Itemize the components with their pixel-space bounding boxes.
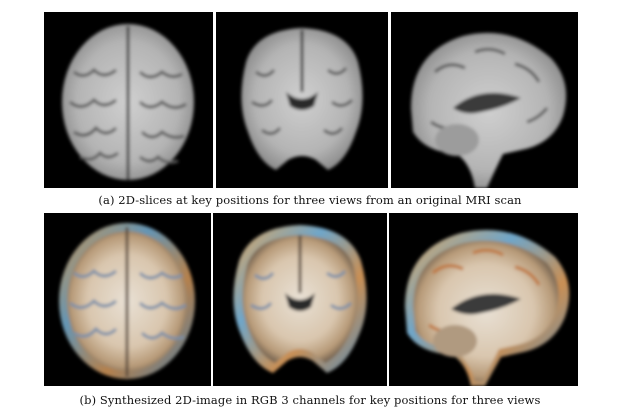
rgb-coronal-image (213, 213, 387, 386)
caption-a: (a) 2D-slices at key positions for three… (98, 193, 522, 207)
mri-sagittal-slice (391, 12, 578, 188)
caption-b: (b) Synthesized 2D-image in RGB 3 channe… (79, 393, 541, 407)
mri-coronal-slice (216, 12, 388, 188)
rgb-axial-image (44, 213, 211, 386)
rgb-sagittal-image (389, 213, 578, 386)
mri-axial-slice (44, 12, 213, 188)
